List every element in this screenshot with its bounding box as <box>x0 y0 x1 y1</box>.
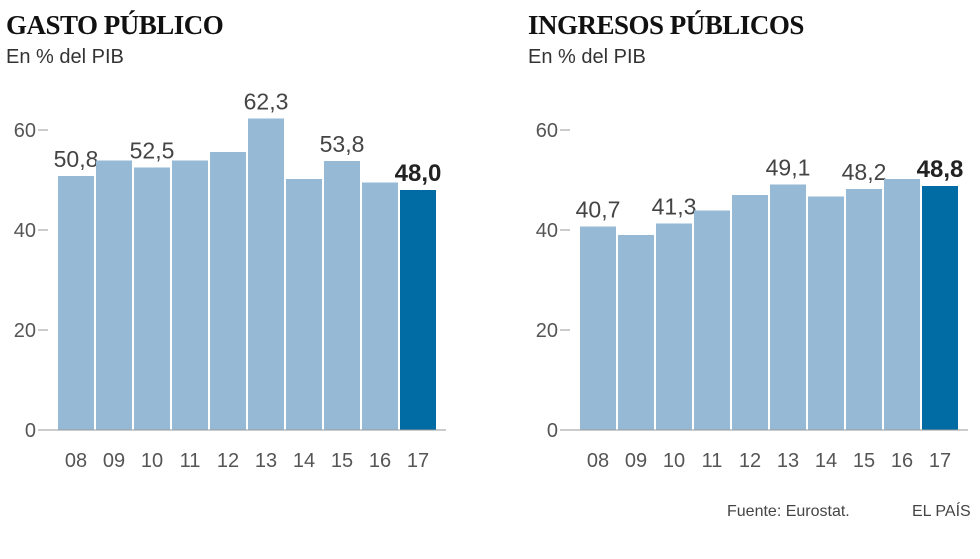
data-label: 53,8 <box>320 131 365 157</box>
bar <box>922 186 958 430</box>
data-label: 49,1 <box>766 155 811 181</box>
brand-label: EL PAÍS <box>912 503 971 520</box>
x-tick-label: 17 <box>407 450 429 472</box>
x-tick-label: 13 <box>255 450 277 472</box>
data-label: 48,2 <box>842 159 887 185</box>
data-label: 62,3 <box>244 89 289 115</box>
bar <box>618 235 654 430</box>
bar <box>362 182 398 430</box>
data-label: 48,8 <box>917 156 964 183</box>
chart-subtitle: En % del PIB <box>528 46 646 68</box>
y-tick-label: 0 <box>547 420 558 442</box>
bar <box>58 176 94 430</box>
chart-subtitle: En % del PIB <box>6 46 124 68</box>
y-tick-label: 0 <box>25 420 36 442</box>
y-tick-label: 20 <box>536 320 558 342</box>
data-label: 41,3 <box>652 194 697 220</box>
x-tick-label: 11 <box>702 450 723 472</box>
bar <box>210 152 246 430</box>
bar <box>846 189 882 430</box>
bar <box>96 160 132 430</box>
x-tick-label: 09 <box>103 450 125 472</box>
x-tick-label: 08 <box>65 450 87 472</box>
bar <box>324 161 360 430</box>
bar <box>580 226 616 430</box>
x-tick-label: 17 <box>929 450 951 472</box>
bar-chart-ingresos: 0 20 40 60 08 40,7 09 10 41,3 11 12 13 49,1 14 15 48,2 1… <box>536 120 968 472</box>
chart-panel-ingresos: INGRESOS PÚBLICOS En % del PIB 0 20 40 60 08… <box>522 0 980 480</box>
bar <box>134 167 170 430</box>
bar <box>172 160 208 430</box>
x-tick-label: 14 <box>815 450 837 472</box>
bar <box>286 179 322 430</box>
bar <box>694 210 730 430</box>
x-tick-label: 16 <box>369 450 391 472</box>
x-tick-label: 09 <box>625 450 647 472</box>
x-tick-label: 13 <box>777 450 799 472</box>
bar-chart-gasto: 0 20 40 60 08 50,8 09 10 52,5 11 12 13 62,3 14 15 53,8 1… <box>14 89 446 472</box>
chart-title: INGRESOS PÚBLICOS <box>528 10 804 40</box>
bar <box>732 195 768 430</box>
chart-panel-gasto: GASTO PÚBLICO En % del PIB 0 20 40 60 08 50,8… <box>0 0 460 480</box>
x-tick-label: 15 <box>853 450 875 472</box>
x-tick-label: 12 <box>739 450 761 472</box>
chart-title: GASTO PÚBLICO <box>6 10 224 40</box>
data-label: 52,5 <box>130 138 175 164</box>
x-tick-label: 10 <box>141 450 163 472</box>
bar <box>400 190 436 430</box>
x-tick-label: 08 <box>587 450 609 472</box>
bar <box>770 184 806 430</box>
bar <box>248 118 284 430</box>
data-label: 40,7 <box>576 197 621 223</box>
y-tick-label: 20 <box>14 320 36 342</box>
bar <box>808 196 844 430</box>
y-tick-label: 40 <box>14 220 36 242</box>
y-tick-label: 40 <box>536 220 558 242</box>
x-tick-label: 14 <box>293 450 315 472</box>
x-tick-label: 10 <box>663 450 685 472</box>
bar <box>656 223 692 430</box>
x-tick-label: 15 <box>331 450 353 472</box>
x-tick-label: 16 <box>891 450 913 472</box>
y-tick-label: 60 <box>536 120 558 142</box>
y-tick-label: 60 <box>14 120 36 142</box>
source-note: Fuente: Eurostat. <box>727 503 850 520</box>
data-label: 48,0 <box>395 160 442 187</box>
x-tick-label: 11 <box>180 450 201 472</box>
bar <box>884 179 920 430</box>
x-tick-label: 12 <box>217 450 239 472</box>
data-label: 50,8 <box>54 146 99 172</box>
